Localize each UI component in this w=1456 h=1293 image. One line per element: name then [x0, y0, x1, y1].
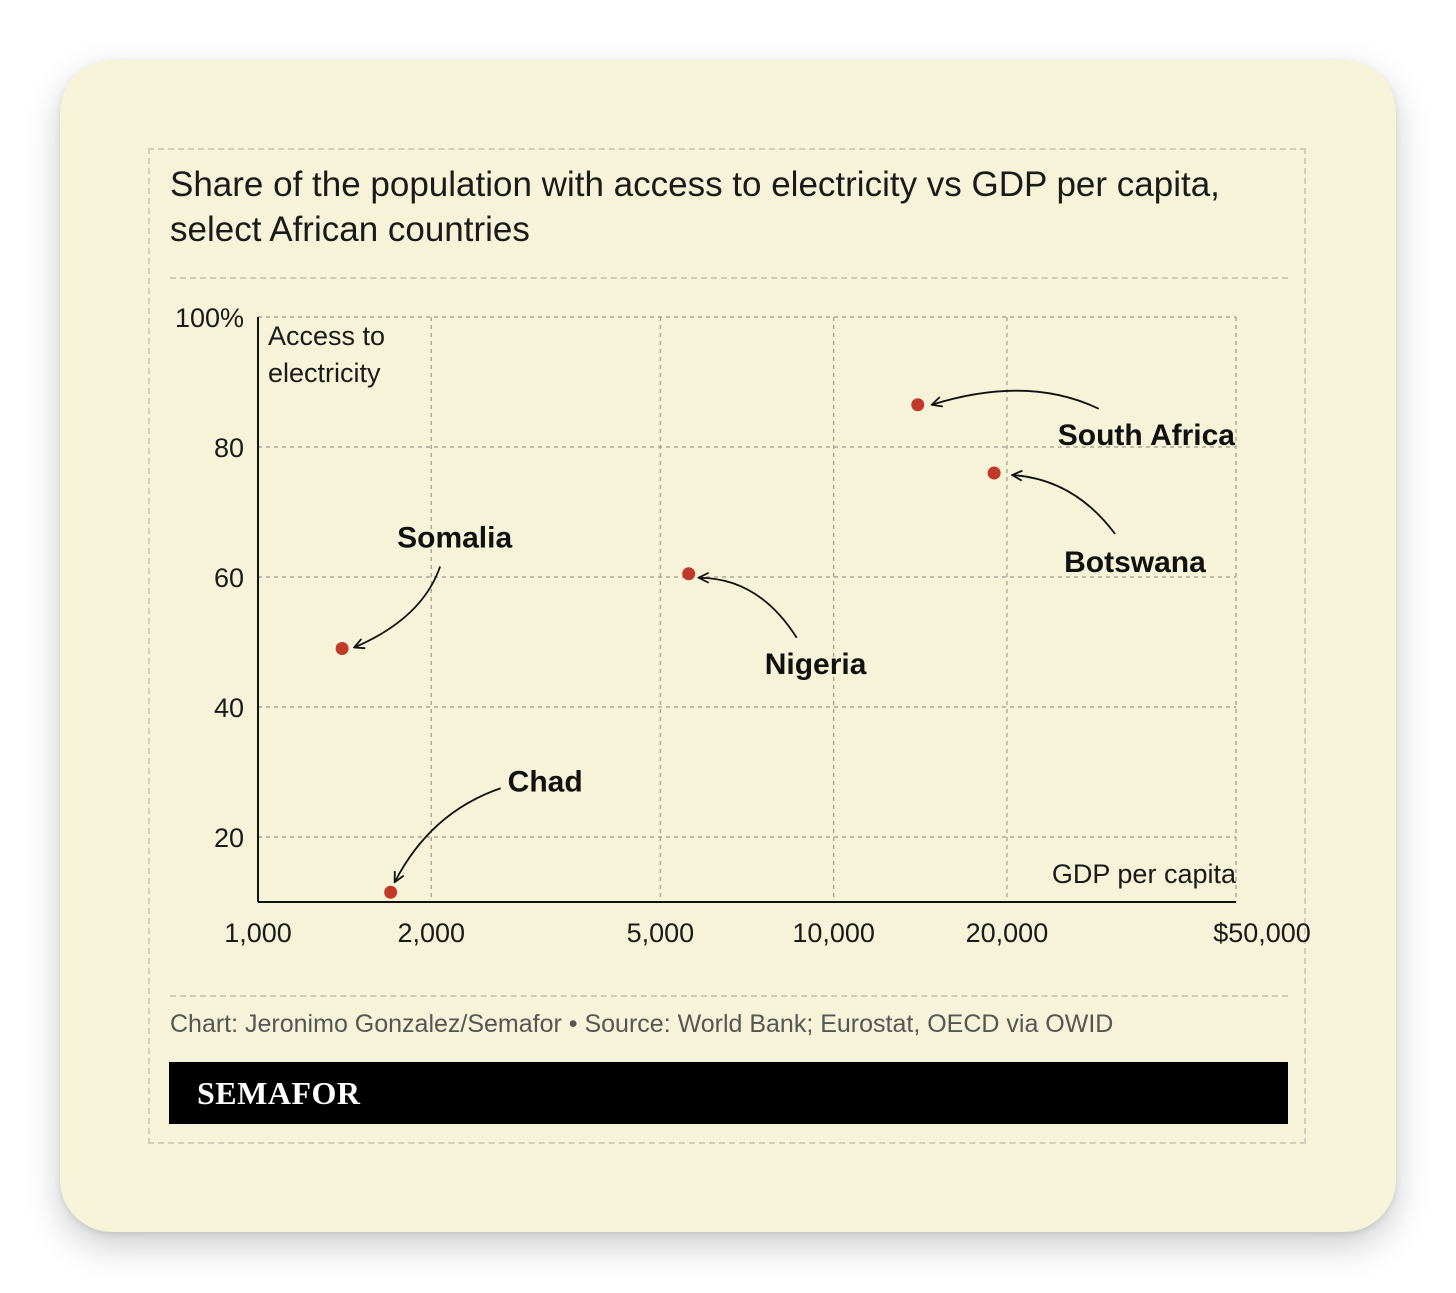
annotation-arrow: [932, 389, 1100, 410]
axes: [257, 317, 1236, 903]
annotation-arrow: [1012, 475, 1116, 535]
chart-card: [60, 60, 1396, 1232]
grid-lines: [258, 316, 1237, 902]
footer-divider: [170, 995, 1288, 997]
title-divider: [170, 277, 1288, 279]
brand-logo: SEMAFOR: [197, 1075, 361, 1111]
country-label: South Africa: [1058, 419, 1236, 452]
country-label: Chad: [508, 765, 583, 798]
chart-credit: Chart: Jeronimo Gonzalez/Semafor • Sourc…: [170, 1010, 1114, 1038]
annotation-arrow: [699, 578, 798, 639]
data-point: [682, 567, 696, 581]
y-axis-label: Access to electricity: [268, 321, 385, 388]
x-tick-label: $50,000: [1213, 918, 1311, 948]
y-tick-labels: 20 40 60 80 100%: [175, 303, 244, 853]
chart-title: Share of the population with access to e…: [170, 165, 1220, 249]
x-axis-label: GDP per capita: [1052, 859, 1237, 889]
chart-frame: [148, 148, 1306, 1144]
x-tick-label: 1,000: [224, 918, 292, 948]
y-tick-label: 40: [214, 693, 244, 723]
country-label: Nigeria: [765, 648, 867, 681]
x-tick-label: 10,000: [792, 918, 875, 948]
country-label: Somalia: [397, 522, 512, 555]
annotations: Somalia Chad Nigeria South Africa Botswana: [354, 389, 1236, 883]
y-tick-label: 20: [214, 823, 244, 853]
annotation-arrow: [395, 787, 501, 882]
data-point: [384, 885, 398, 899]
y-tick-label: 60: [214, 563, 244, 593]
data-point: [335, 642, 349, 655]
x-tick-label: 2,000: [397, 918, 465, 948]
annotation-arrow: [354, 566, 441, 648]
y-tick-label: 80: [214, 433, 244, 463]
country-label: Botswana: [1064, 546, 1206, 579]
x-tick-label: 20,000: [966, 918, 1049, 948]
brand-bar: SEMAFOR: [169, 1062, 1288, 1124]
y-tick-label: 100%: [175, 303, 244, 333]
data-points: [335, 398, 1001, 899]
x-tick-label: 5,000: [627, 918, 695, 948]
x-tick-labels: 1,000 2,000 5,000 10,000 20,000 $50,000: [224, 918, 1311, 948]
data-point: [911, 398, 925, 412]
data-point: [987, 466, 1001, 480]
